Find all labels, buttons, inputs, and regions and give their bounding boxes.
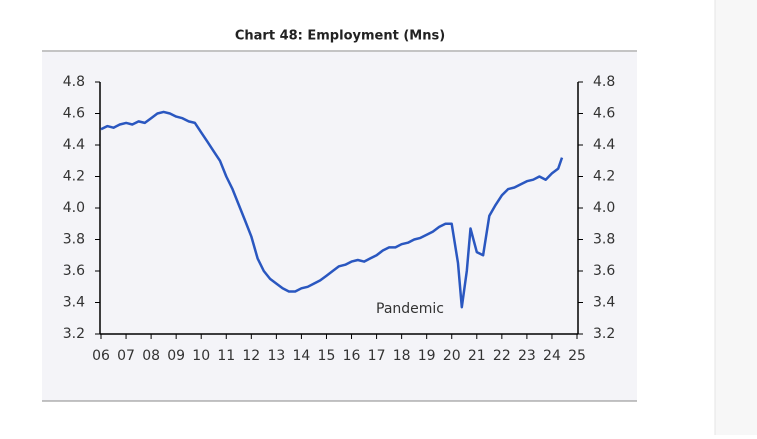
annotation: Pandemic [376,301,444,317]
x-tick-label: 18 [393,348,411,364]
x-tick-label: 11 [217,348,235,364]
x-tick-label: 17 [368,348,386,364]
y2-tick-label: 3.2 [593,326,615,342]
y2-tick-label: 4.8 [593,74,615,90]
x-tick-label: 19 [418,348,436,364]
y-tick-label: 4.0 [63,200,85,216]
x-tick-label: 21 [468,348,486,364]
y-tick-label: 4.4 [63,137,85,153]
x-tick-label: 25 [568,348,586,364]
y-tick-label: 3.8 [63,232,85,248]
x-tick-label: 06 [92,348,110,364]
chart-title: Chart 48: Employment (Mns) [235,29,445,44]
x-tick-label: 13 [267,348,285,364]
y2-tick-label: 4.6 [593,106,615,122]
y-tick-label: 4.2 [63,169,85,185]
y2-tick-label: 3.6 [593,263,615,279]
x-tick-label: 14 [293,348,311,364]
y2-tick-label: 4.2 [593,169,615,185]
y-tick-label: 3.4 [63,295,85,311]
x-tick-label: 22 [493,348,511,364]
x-tick-label: 20 [443,348,461,364]
y2-tick-label: 4.0 [593,200,615,216]
x-tick-label: 09 [167,348,185,364]
line-series [100,110,564,309]
y2-tick-label: 3.4 [593,295,615,311]
y-tick-label: 3.6 [63,263,85,279]
plot-panel [42,52,637,401]
side-strip [715,0,757,435]
x-tick-label: 10 [192,348,210,364]
y2-tick-label: 4.4 [593,137,615,153]
x-tick-label: 23 [518,348,536,364]
y-tick-label: 4.6 [63,106,85,122]
x-tick-label: 24 [543,348,561,364]
x-tick-label: 16 [343,348,361,364]
x-tick-label: 15 [318,348,336,364]
x-tick-label: 08 [142,348,160,364]
y2-tick-label: 3.8 [593,232,615,248]
y-tick-label: 3.2 [63,326,85,342]
y-tick-label: 4.8 [63,74,85,90]
x-tick-label: 07 [117,348,135,364]
x-tick-label: 12 [242,348,260,364]
